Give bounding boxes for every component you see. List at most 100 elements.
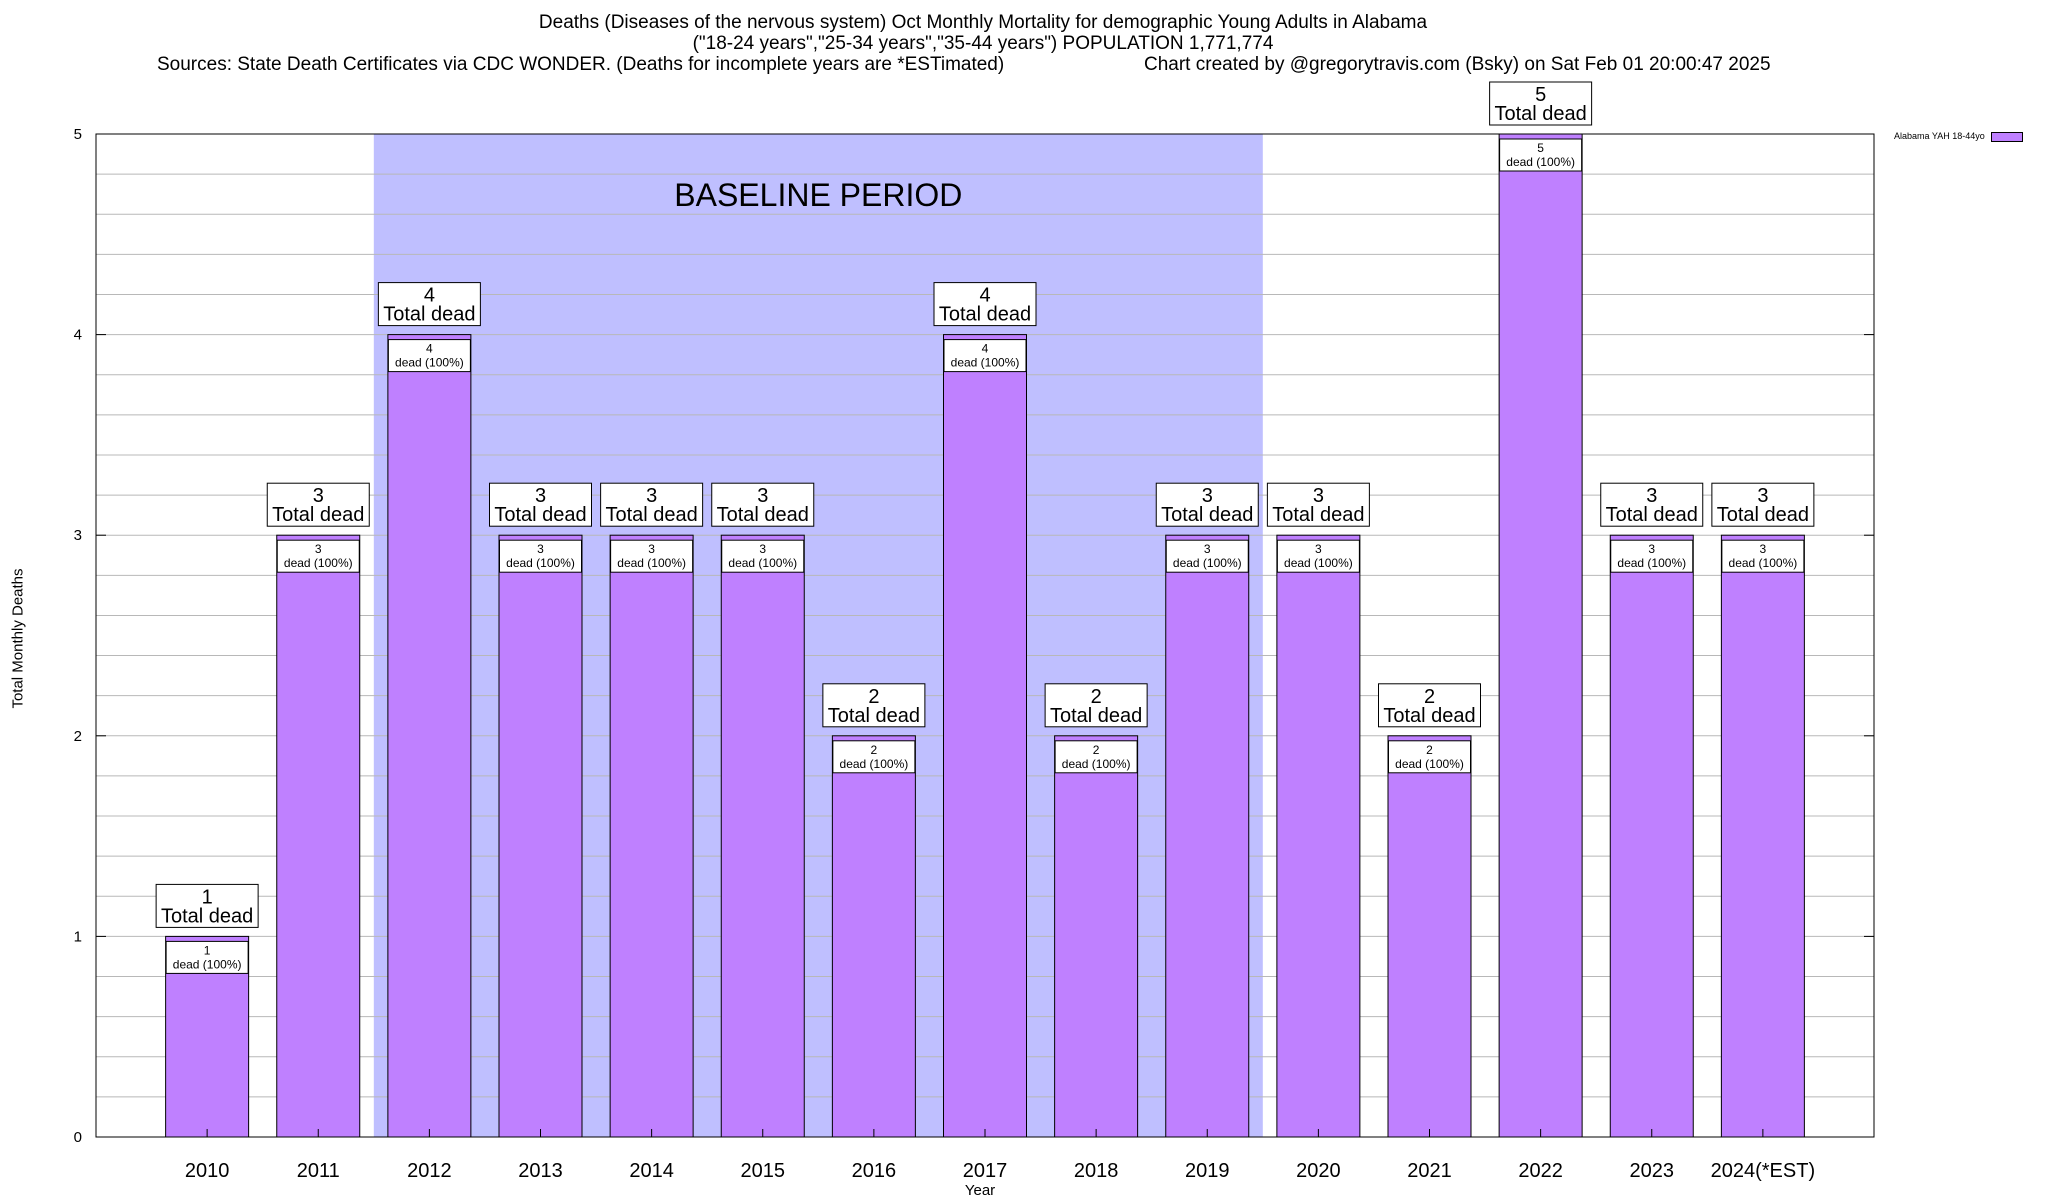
bar-inner-label: dead (100%) [173, 957, 242, 971]
bar-inner-label-box [1610, 539, 1694, 573]
bar-total-label: Total dead [1606, 504, 1698, 526]
bar-inner-label-box [1721, 539, 1805, 573]
legend-label: Alabama YAH 18-44yo [1894, 131, 1985, 141]
bar [1609, 534, 1694, 1138]
bar [609, 534, 694, 1138]
bar [720, 534, 805, 1138]
bar [1387, 735, 1472, 1138]
bar-inner-value: 3 [1760, 542, 1767, 556]
bar-inner-label: dead (100%) [1729, 556, 1798, 570]
bar-total-label: Total dead [1494, 103, 1586, 125]
x-tick-label: 2013 [518, 1160, 563, 1182]
x-tick-label: 2020 [1296, 1160, 1341, 1182]
bar-inner-value: 3 [759, 542, 766, 556]
x-tick-label: 2016 [852, 1160, 897, 1182]
bar-inner-label: dead (100%) [1395, 757, 1464, 771]
y-axis-label: Total Monthly Deaths [9, 568, 27, 709]
bar-total-value: 4 [979, 285, 990, 307]
bar [1498, 133, 1583, 1138]
bar-total-value: 1 [202, 886, 213, 908]
chart-legend: Alabama YAH 18-44yo [1894, 131, 2023, 142]
bar-inner-value: 1 [204, 943, 211, 957]
bar-inner-label-box [721, 539, 805, 573]
bar-total-label: Total dead [939, 304, 1031, 326]
bar-total-value: 2 [1424, 686, 1435, 708]
bar-total-value: 3 [1313, 485, 1324, 507]
bar-total-label-box [933, 282, 1037, 327]
bar-total-label-box [1155, 482, 1259, 527]
bar-total-label-box [1378, 683, 1481, 728]
bar-total-label: Total dead [717, 504, 809, 526]
bar-total-label-box [1044, 683, 1148, 728]
x-axis-label: Year [964, 1182, 996, 1199]
bar-inner-label-box [387, 339, 471, 373]
bar-inner-label-box [165, 940, 249, 974]
bar-total-label: Total dead [828, 705, 920, 727]
bar-inner-label: dead (100%) [1506, 155, 1575, 169]
bar-total-label: Total dead [1272, 504, 1364, 526]
bar-inner-value: 3 [1315, 542, 1322, 556]
bar-total-value: 3 [313, 485, 324, 507]
y-tick-label: 5 [74, 126, 82, 143]
bar-inner-label: dead (100%) [951, 356, 1020, 370]
bar-total-label-box [600, 482, 704, 527]
bar-total-label: Total dead [1383, 705, 1475, 727]
y-tick-label: 4 [74, 327, 82, 344]
bar-total-label-box [377, 282, 481, 327]
bar-total-value: 3 [1646, 485, 1657, 507]
bar-total-label: Total dead [272, 504, 364, 526]
x-tick-label: 2011 [297, 1160, 340, 1182]
x-tick-label: 2023 [1630, 1160, 1675, 1182]
bar-total-value: 3 [646, 485, 657, 507]
bar-inner-value: 4 [982, 342, 989, 356]
bar-total-value: 3 [1202, 485, 1213, 507]
bar-total-label-box [266, 482, 370, 527]
bar-inner-label-box [1054, 740, 1138, 774]
bar [498, 534, 583, 1138]
bar-inner-label: dead (100%) [395, 356, 464, 370]
chart-subtitle: ("18-24 years","25-34 years","35-44 year… [692, 33, 1274, 54]
bar-total-label: Total dead [605, 504, 697, 526]
bar-total-value: 5 [1535, 84, 1546, 106]
bar-total-label-box [822, 683, 926, 728]
bar [1720, 534, 1805, 1138]
bar [831, 735, 916, 1138]
bar-inner-value: 3 [1648, 542, 1655, 556]
bar-total-value: 3 [535, 485, 546, 507]
bar-total-label: Total dead [1050, 705, 1142, 727]
bar-inner-value: 2 [1093, 743, 1100, 757]
y-tick-label: 2 [74, 728, 82, 745]
bar-inner-label-box [832, 740, 916, 774]
bar-total-label: Total dead [161, 905, 253, 927]
bar-inner-label-box [1165, 539, 1249, 573]
bar-total-value: 4 [424, 285, 435, 307]
bar-total-label-box [1600, 482, 1704, 527]
bar-total-label-box [489, 482, 592, 527]
bar-inner-label-box [1276, 539, 1360, 573]
y-tick-label: 3 [74, 527, 82, 544]
chart-credit: Chart created by @gregorytravis.com (Bsk… [1144, 54, 1771, 75]
bar-inner-label-box [499, 539, 582, 573]
x-tick-label: 2019 [1185, 1160, 1230, 1182]
bar-inner-label: dead (100%) [1284, 556, 1353, 570]
bar-total-label-box [155, 883, 259, 928]
bar-inner-label: dead (100%) [1062, 757, 1131, 771]
bar-inner-label-box [1499, 138, 1583, 172]
x-tick-label: 2014 [629, 1160, 674, 1182]
bar-total-label: Total dead [383, 304, 475, 326]
bar-total-label-box [1711, 482, 1815, 527]
bar-total-label: Total dead [494, 504, 586, 526]
y-tick-label: 0 [74, 1129, 82, 1146]
x-tick-label: 2012 [407, 1160, 452, 1182]
bar-inner-value: 5 [1537, 141, 1544, 155]
chart-sources: Sources: State Death Certificates via CD… [157, 54, 1005, 75]
bar-inner-label: dead (100%) [284, 556, 353, 570]
bar [276, 534, 361, 1138]
bar-total-value: 3 [1757, 485, 1768, 507]
bar-total-label-box [1266, 482, 1370, 527]
x-tick-label: 2017 [963, 1160, 1008, 1182]
bar [387, 334, 472, 1138]
bar [1276, 534, 1361, 1138]
x-tick-label: 2010 [185, 1160, 230, 1182]
bar-inner-value: 3 [648, 542, 655, 556]
